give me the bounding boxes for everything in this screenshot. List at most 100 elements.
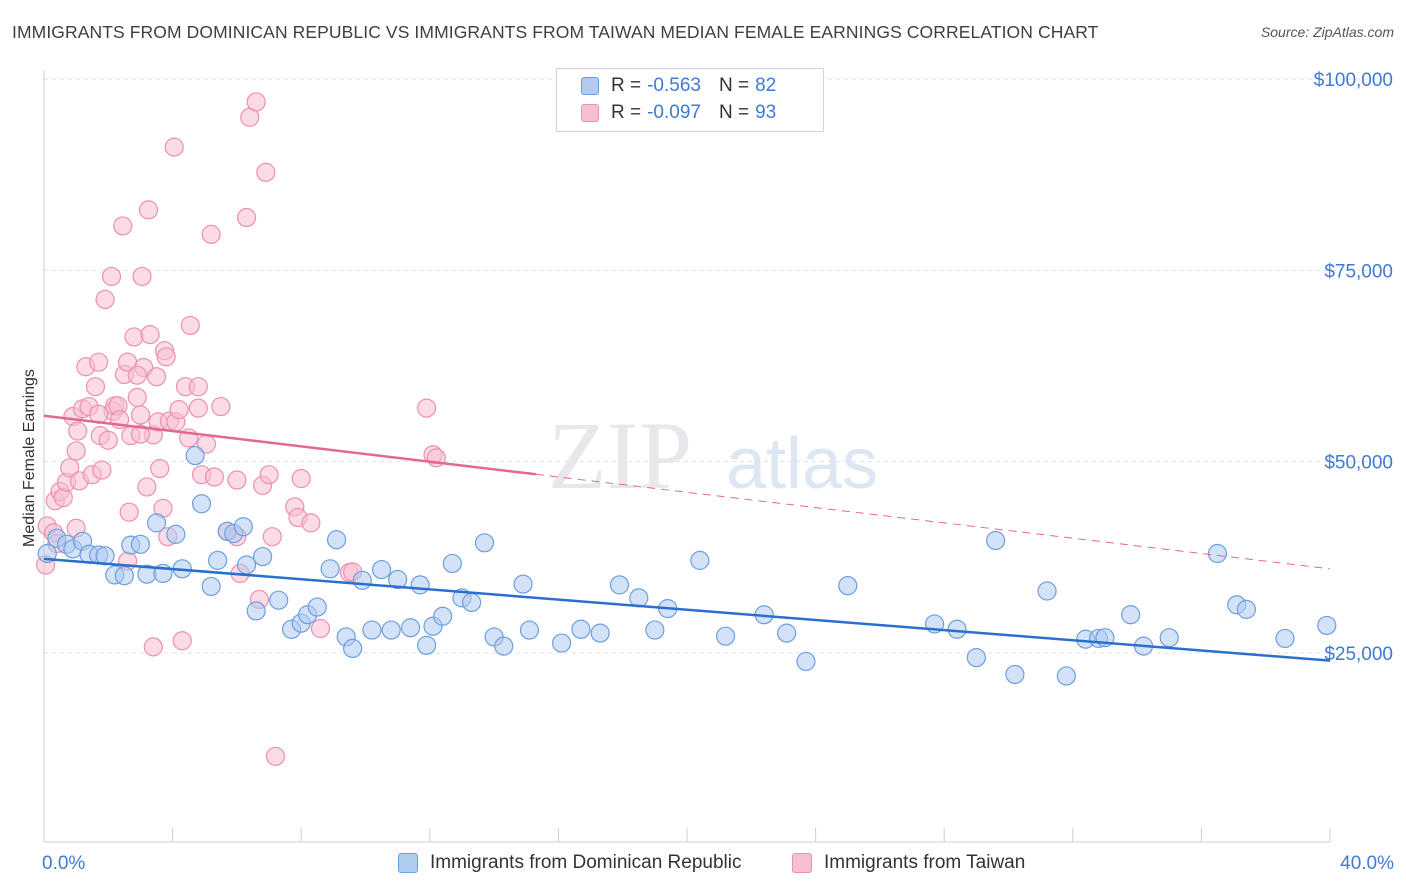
series-legend-item-taiwan[interactable]: Immigrants from Taiwan bbox=[792, 852, 1025, 874]
tick-labels: $100,000 $75,000 $50,000 $25,000 0.0% 40.0% bbox=[42, 70, 1394, 874]
data-point-dominican bbox=[1005, 664, 1025, 685]
data-point-taiwan bbox=[127, 365, 147, 385]
data-point-taiwan bbox=[164, 137, 184, 157]
data-point-taiwan bbox=[236, 207, 257, 228]
data-point-taiwan bbox=[180, 315, 200, 336]
data-point-dominican bbox=[37, 543, 57, 564]
data-point-taiwan bbox=[98, 430, 118, 450]
legend-n-value: 82 bbox=[755, 75, 777, 96]
data-point-dominican bbox=[1275, 628, 1295, 649]
data-point-dominican bbox=[474, 533, 495, 553]
data-point-taiwan bbox=[204, 467, 224, 487]
data-point-dominican bbox=[1159, 628, 1179, 648]
trend-lines bbox=[43, 414, 1331, 662]
data-point-taiwan bbox=[92, 460, 112, 480]
data-point-taiwan bbox=[416, 398, 437, 418]
data-point-taiwan bbox=[85, 377, 106, 397]
data-point-dominican bbox=[166, 524, 186, 544]
legend-n-value: 93 bbox=[755, 102, 777, 123]
data-point-dominican bbox=[185, 445, 205, 466]
data-point-dominican bbox=[307, 597, 327, 617]
data-point-taiwan bbox=[188, 377, 208, 397]
data-point-taiwan bbox=[66, 441, 86, 461]
data-point-dominican bbox=[494, 636, 514, 656]
data-point-dominican bbox=[114, 566, 134, 586]
data-point-taiwan bbox=[130, 424, 151, 444]
data-point-taiwan bbox=[169, 400, 189, 420]
data-point-dominican bbox=[796, 651, 816, 672]
data-point-taiwan bbox=[137, 477, 157, 497]
x-tick-label: 40.0% bbox=[1340, 853, 1394, 874]
series-legend-label: Immigrants from Dominican Republic bbox=[430, 852, 742, 873]
data-point-dominican bbox=[130, 534, 151, 554]
legend-n-label: N = bbox=[718, 75, 750, 96]
legend-r-value: -0.097 bbox=[647, 102, 701, 123]
data-point-dominican bbox=[571, 619, 591, 639]
data-point-dominican bbox=[388, 569, 408, 590]
legend-swatch-blue bbox=[398, 853, 418, 873]
zipatlas-watermark: ZIP atlas bbox=[548, 402, 878, 509]
legend-r-label: R = bbox=[611, 102, 642, 123]
data-point-taiwan bbox=[265, 746, 286, 766]
data-point-taiwan bbox=[301, 513, 321, 533]
data-point-dominican bbox=[352, 570, 372, 590]
y-tick-label: $75,000 bbox=[1324, 261, 1393, 282]
x-tick-label: 0.0% bbox=[42, 853, 85, 874]
data-point-dominican bbox=[326, 530, 347, 550]
data-point-taiwan bbox=[256, 162, 276, 182]
data-point-taiwan bbox=[310, 618, 331, 639]
data-point-taiwan bbox=[262, 527, 282, 547]
data-point-taiwan bbox=[201, 224, 221, 244]
points-dominican-republic bbox=[37, 445, 1337, 686]
data-point-dominican bbox=[552, 633, 572, 653]
data-point-dominican bbox=[320, 559, 340, 579]
series-legend-item-dominican[interactable]: Immigrants from Dominican Republic bbox=[398, 852, 742, 874]
legend-swatch-pink bbox=[792, 853, 812, 873]
data-point-taiwan bbox=[143, 637, 163, 657]
data-point-taiwan bbox=[113, 216, 133, 236]
data-point-dominican bbox=[947, 619, 967, 639]
data-point-dominican bbox=[513, 574, 533, 594]
data-point-taiwan bbox=[60, 458, 80, 478]
data-point-taiwan bbox=[132, 266, 152, 287]
data-point-taiwan bbox=[188, 398, 208, 418]
data-point-taiwan bbox=[95, 289, 115, 310]
data-point-dominican bbox=[715, 626, 736, 646]
data-point-dominican bbox=[191, 494, 212, 514]
data-point-dominican bbox=[433, 606, 453, 626]
data-point-taiwan bbox=[124, 327, 144, 347]
data-point-dominican bbox=[1037, 581, 1057, 601]
data-point-dominican bbox=[1207, 543, 1228, 564]
data-point-dominican bbox=[371, 559, 392, 580]
series-legend-label: Immigrants from Taiwan bbox=[824, 852, 1026, 873]
axes bbox=[43, 70, 1331, 843]
source-label: Source: ZipAtlas.com bbox=[1260, 24, 1394, 40]
data-point-dominican bbox=[645, 620, 665, 640]
data-point-taiwan bbox=[146, 367, 167, 387]
points-taiwan bbox=[36, 92, 446, 766]
series-legend: Immigrants from Dominican Republic Immig… bbox=[0, 850, 1406, 880]
data-point-taiwan bbox=[101, 266, 122, 287]
data-point-dominican bbox=[146, 513, 167, 533]
data-point-dominican bbox=[690, 550, 710, 570]
data-point-dominican bbox=[1056, 666, 1076, 686]
data-point-taiwan bbox=[68, 421, 88, 441]
data-point-dominican bbox=[838, 576, 858, 596]
data-point-dominican bbox=[777, 623, 797, 643]
data-point-dominican bbox=[246, 601, 266, 621]
data-point-dominican bbox=[1121, 605, 1141, 625]
data-point-taiwan bbox=[119, 502, 139, 522]
data-point-dominican bbox=[208, 550, 228, 570]
legend-r-label: R = bbox=[611, 75, 642, 96]
data-point-dominican bbox=[416, 635, 437, 655]
data-point-taiwan bbox=[140, 325, 160, 345]
data-point-taiwan bbox=[150, 458, 170, 479]
data-point-taiwan bbox=[130, 405, 151, 425]
data-point-dominican bbox=[269, 590, 289, 610]
data-point-dominican bbox=[442, 553, 462, 574]
watermark-atlas: atlas bbox=[726, 424, 878, 504]
data-point-dominican bbox=[362, 620, 382, 640]
data-point-dominican bbox=[201, 576, 221, 597]
data-point-dominican bbox=[986, 530, 1006, 551]
